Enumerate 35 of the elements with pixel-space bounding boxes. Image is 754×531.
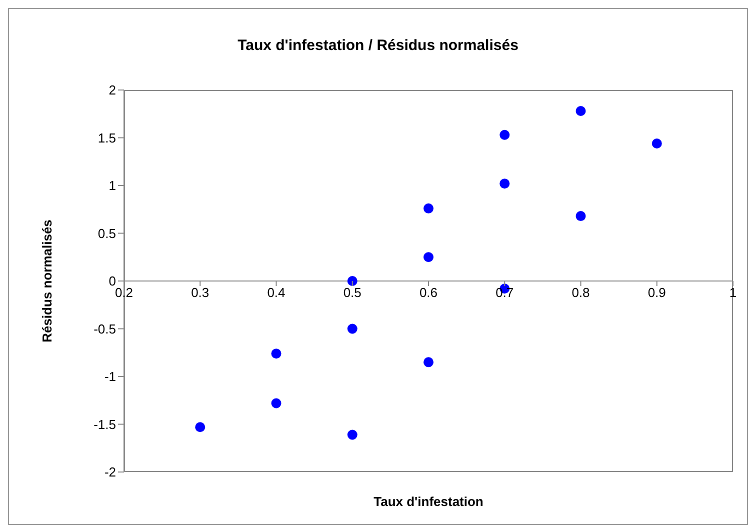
x-axis-title: Taux d'infestation xyxy=(372,494,484,509)
y-tick-label: 0 xyxy=(108,274,116,289)
y-tick-label: -0.5 xyxy=(94,321,116,336)
x-tick-label: 0.6 xyxy=(419,285,438,300)
point xyxy=(347,276,358,286)
y-tick-label: 2 xyxy=(108,82,116,98)
x-tick-label: 1 xyxy=(729,285,737,300)
x-tick-label: 0.3 xyxy=(191,285,210,300)
y-tick-label: 0.5 xyxy=(98,226,116,241)
point xyxy=(500,130,510,140)
point xyxy=(576,211,586,222)
y-tick-label: -1.5 xyxy=(94,416,116,432)
x-tick-label: 0.7 xyxy=(496,285,514,300)
point xyxy=(271,398,282,408)
point xyxy=(424,252,434,262)
point xyxy=(424,203,434,214)
x-tick-label: 0.9 xyxy=(648,285,666,300)
x-tick-label: 0.8 xyxy=(572,285,590,300)
point xyxy=(271,348,282,359)
y-tick-label: -2 xyxy=(104,464,116,480)
point xyxy=(652,138,662,148)
x-tick-label: 0.2 xyxy=(114,285,134,300)
point xyxy=(424,357,434,368)
point xyxy=(576,106,586,116)
y-tick-label: -1 xyxy=(104,369,116,384)
x-tick-label: 0.5 xyxy=(343,285,362,300)
chart-title: Taux d'infestation / Résidus normalisés xyxy=(236,37,520,54)
point xyxy=(347,430,358,440)
y-axis-title: Résidus normalisés xyxy=(40,220,54,342)
point xyxy=(195,422,206,432)
y-tick-label: 1 xyxy=(108,178,116,194)
point xyxy=(500,178,510,189)
y-tick-label: 1.5 xyxy=(98,130,116,146)
x-tick-label: 0.4 xyxy=(267,285,286,300)
point xyxy=(347,324,358,334)
